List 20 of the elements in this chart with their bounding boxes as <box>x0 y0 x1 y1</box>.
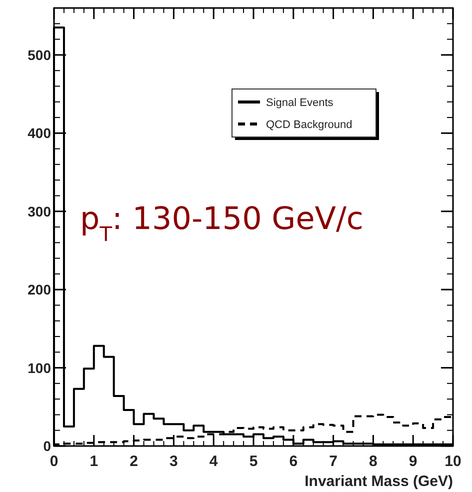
x-tick-label: 10 <box>444 453 462 470</box>
y-tick-label: 300 <box>28 203 52 220</box>
y-tick-label: 500 <box>28 46 52 63</box>
x-axis-title: Invariant Mass (GeV) <box>304 473 453 490</box>
y-tick-label: 200 <box>28 282 52 298</box>
x-tick-label: 4 <box>209 453 218 470</box>
x-tick-label: 6 <box>289 453 298 470</box>
y-tick-label: 400 <box>28 125 52 142</box>
legend-label: Signal Events <box>266 97 334 109</box>
x-tick-label: 3 <box>170 453 178 470</box>
y-tick-label: 0 <box>43 438 52 454</box>
x-tick-label: 1 <box>90 453 98 470</box>
x-tick-label: 5 <box>249 453 258 470</box>
x-tick-label: 8 <box>369 453 378 470</box>
y-tick-label: 100 <box>28 360 52 376</box>
x-tick-label: 2 <box>130 453 138 470</box>
x-tick-label: 7 <box>329 453 338 470</box>
x-tick-label: 9 <box>408 453 418 470</box>
annotation: p$_{T}$: 130-150 GeV/c <box>80 201 364 246</box>
legend-label: QCD Background <box>266 119 352 131</box>
